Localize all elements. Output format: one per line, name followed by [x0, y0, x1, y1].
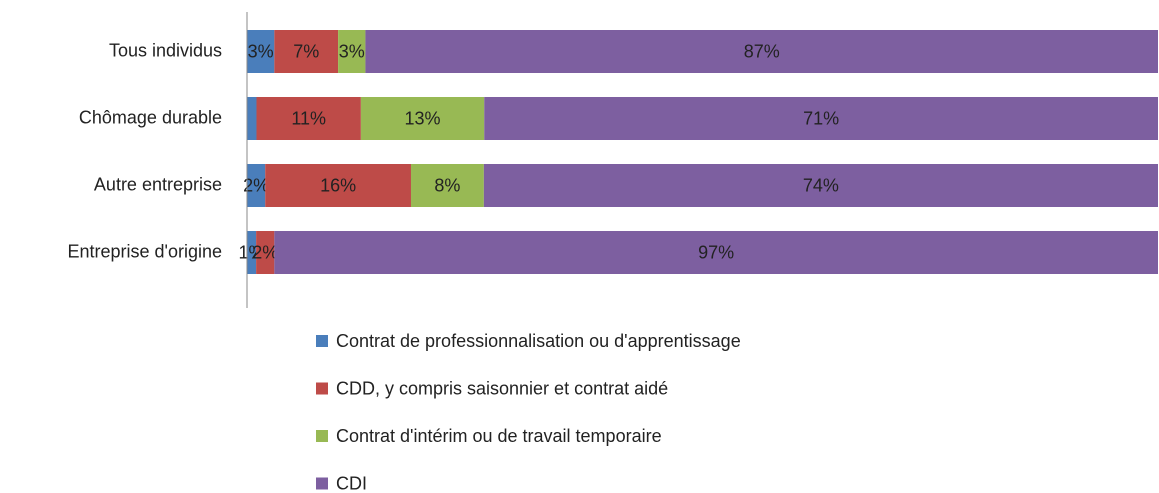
bar-segment [484, 97, 1158, 140]
y-tick-label: Autre entreprise [94, 174, 222, 194]
bar-segment [247, 231, 257, 274]
data-label: 11% [291, 108, 326, 128]
data-label: 3% [248, 41, 274, 61]
y-tick-label: Entreprise d'origine [67, 241, 222, 261]
data-label: 2% [243, 175, 269, 195]
data-label: 16% [320, 175, 356, 195]
data-label: 74% [803, 175, 839, 195]
data-label: 87% [744, 41, 780, 61]
bar-segment [247, 164, 266, 207]
y-tick-label: Tous individus [109, 40, 222, 60]
bar-segment [247, 30, 275, 73]
bar-segment [274, 30, 339, 73]
bar-segment [247, 97, 257, 140]
data-label: 97% [698, 242, 734, 262]
bar-segment [360, 97, 485, 140]
legend-label: CDI [336, 473, 367, 493]
legend-label: Contrat d'intérim ou de travail temporai… [336, 426, 662, 446]
data-label: 13% [405, 108, 441, 128]
bar-segment [256, 97, 361, 140]
bar-segment [256, 231, 275, 274]
legend-swatch [316, 382, 328, 395]
data-label: 8% [434, 175, 460, 195]
data-label: 3% [339, 41, 365, 61]
bar-segment [338, 30, 366, 73]
bar-segment [483, 164, 1158, 207]
bar-segment [410, 164, 484, 207]
bar-segment [365, 30, 1158, 73]
legend-label: CDD, y compris saisonnier et contrat aid… [336, 378, 668, 398]
bar-segment [274, 231, 1159, 274]
bar-segment [265, 164, 411, 207]
legend-label: Contrat de professionnalisation ou d'app… [336, 331, 741, 351]
legend-swatch [316, 335, 328, 347]
data-label: 71% [803, 108, 839, 128]
legend-swatch [316, 430, 328, 442]
legend-swatch [316, 477, 328, 490]
data-label: 2% [252, 242, 278, 262]
data-label: 7% [293, 41, 319, 61]
y-tick-label: Chômage durable [79, 107, 222, 127]
